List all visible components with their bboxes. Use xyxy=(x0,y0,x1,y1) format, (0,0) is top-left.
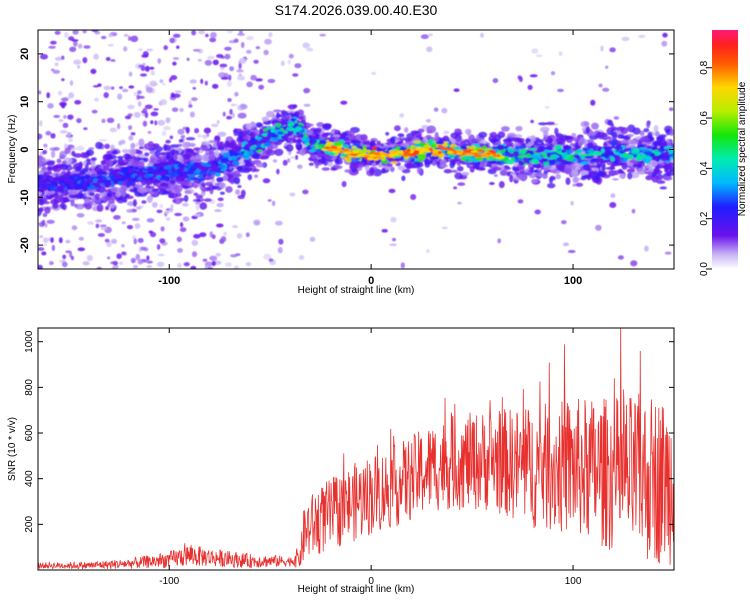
colorbar-tick-label: 0.6 xyxy=(699,111,710,125)
spectrogram-y-tick-label: 10 xyxy=(19,96,31,108)
spectrogram-y-tick-label: 20 xyxy=(19,48,31,60)
snr-y-tick-label: 800 xyxy=(24,379,35,396)
snr-frame xyxy=(37,327,675,571)
snr-x-ticks: -100 0 100 xyxy=(159,328,582,587)
snr-y-tick-label: 400 xyxy=(24,470,35,487)
spectrogram-y-tick-label: -20 xyxy=(19,237,31,253)
spectrogram-x-ticks: -100 0 100 xyxy=(158,30,582,287)
spectrogram-y-axis-label: Frequency (Hz) xyxy=(7,115,18,184)
colorbar-gradient xyxy=(712,30,738,269)
colorbar-tick-label: 0.2 xyxy=(699,211,710,225)
colorbar-tick-label: 0.0 xyxy=(699,262,710,276)
snr-x-tick-label: 0 xyxy=(368,576,374,587)
snr-panel: -100 0 100 200 400 600 800 1000 Height of stra… xyxy=(7,327,675,595)
spectrogram-heat-layer xyxy=(38,30,674,269)
spectrogram-y-tick-label: 0 xyxy=(19,146,31,152)
colorbar-ticks: 0.0 0.2 0.4 0.6 0.8 xyxy=(699,60,712,276)
colorbar-label: Normalized spectral amplitude xyxy=(737,81,748,216)
snr-y-axis-label: SNR (10 * v/v) xyxy=(7,417,18,481)
colorbar: 0.0 0.2 0.4 0.6 0.8 Normalized spectral ampl… xyxy=(699,30,748,276)
snr-series-line xyxy=(38,328,674,570)
snr-y-tick-label: 200 xyxy=(24,516,35,533)
spectrogram-x-tick-label: -100 xyxy=(158,275,180,287)
snr-x-tick-label: 100 xyxy=(565,576,582,587)
snr-y-tick-label: 600 xyxy=(24,424,35,441)
colorbar-tick-label: 0.4 xyxy=(699,161,710,175)
spectrogram-x-tick-label: 100 xyxy=(564,275,582,287)
figure-title: S174.2026.039.00.40.E30 xyxy=(275,2,438,18)
spectrogram-y-tick-label: -10 xyxy=(19,189,31,205)
spectrogram-y-ticks: -20 -10 0 10 20 xyxy=(19,48,674,253)
snr-y-ticks: 200 400 600 800 1000 xyxy=(24,330,674,533)
spectrogram-x-axis-label: Height of straight line (km) xyxy=(298,285,415,296)
snr-y-tick-label: 1000 xyxy=(24,330,35,353)
colorbar-tick-label: 0.8 xyxy=(699,60,710,74)
spectrogram-x-tick-label: 0 xyxy=(368,275,374,287)
snr-x-tick-label: -100 xyxy=(159,576,179,587)
snr-x-axis-label: Height of straight line (km) xyxy=(298,584,415,595)
